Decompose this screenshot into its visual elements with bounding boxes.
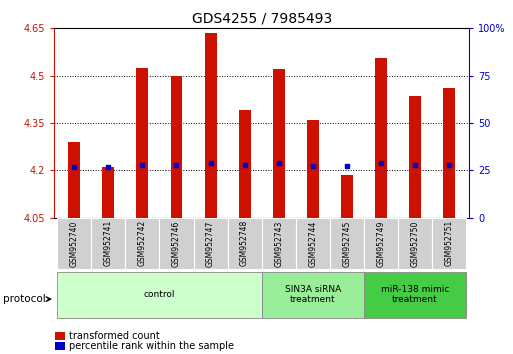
Bar xyxy=(125,218,160,269)
Bar xyxy=(375,58,387,218)
Point xyxy=(70,164,78,170)
Text: miR-138 mimic
treatment: miR-138 mimic treatment xyxy=(381,285,449,304)
Point xyxy=(445,162,453,168)
Bar xyxy=(341,175,353,218)
Bar xyxy=(443,88,455,218)
Text: GSM952743: GSM952743 xyxy=(274,220,283,267)
Point xyxy=(172,162,181,168)
Text: transformed count: transformed count xyxy=(69,331,160,341)
Bar xyxy=(55,342,65,350)
Bar xyxy=(364,218,398,269)
Text: percentile rank within the sample: percentile rank within the sample xyxy=(69,341,234,351)
Bar xyxy=(295,218,330,269)
Text: SIN3A siRNA
treatment: SIN3A siRNA treatment xyxy=(285,285,341,304)
Bar xyxy=(273,69,285,218)
Bar xyxy=(170,76,183,218)
Text: GSM952748: GSM952748 xyxy=(240,220,249,267)
Bar xyxy=(91,218,125,269)
Text: GSM952750: GSM952750 xyxy=(410,220,420,267)
Text: GSM952751: GSM952751 xyxy=(444,220,453,267)
Text: GSM952741: GSM952741 xyxy=(104,220,113,267)
Bar xyxy=(228,218,262,269)
Bar xyxy=(330,218,364,269)
Bar xyxy=(398,218,432,269)
Point xyxy=(206,161,214,166)
Bar xyxy=(193,218,228,269)
Bar xyxy=(262,272,364,318)
Bar xyxy=(57,218,91,269)
Title: GDS4255 / 7985493: GDS4255 / 7985493 xyxy=(191,12,332,26)
Bar xyxy=(103,167,114,218)
Bar xyxy=(55,332,65,340)
Point xyxy=(241,162,249,168)
Bar xyxy=(68,142,80,218)
Bar xyxy=(57,272,262,318)
Bar xyxy=(409,96,421,218)
Point xyxy=(274,161,283,166)
Bar xyxy=(262,218,295,269)
Point xyxy=(343,164,351,169)
Point xyxy=(309,164,317,169)
Bar xyxy=(307,120,319,218)
Text: GSM952746: GSM952746 xyxy=(172,220,181,267)
Text: control: control xyxy=(144,290,175,299)
Bar xyxy=(364,272,466,318)
Point xyxy=(411,162,419,168)
Point xyxy=(377,161,385,166)
Bar xyxy=(205,33,216,218)
Bar xyxy=(136,68,148,218)
Text: GSM952749: GSM952749 xyxy=(377,220,385,267)
Point xyxy=(139,162,147,168)
Point xyxy=(104,164,112,170)
Bar xyxy=(432,218,466,269)
Text: GSM952745: GSM952745 xyxy=(342,220,351,267)
Bar xyxy=(160,218,193,269)
Text: GSM952747: GSM952747 xyxy=(206,220,215,267)
Text: GSM952740: GSM952740 xyxy=(70,220,79,267)
Text: GSM952742: GSM952742 xyxy=(138,220,147,267)
Text: protocol: protocol xyxy=(3,294,45,304)
Text: GSM952744: GSM952744 xyxy=(308,220,317,267)
Bar xyxy=(239,110,250,218)
